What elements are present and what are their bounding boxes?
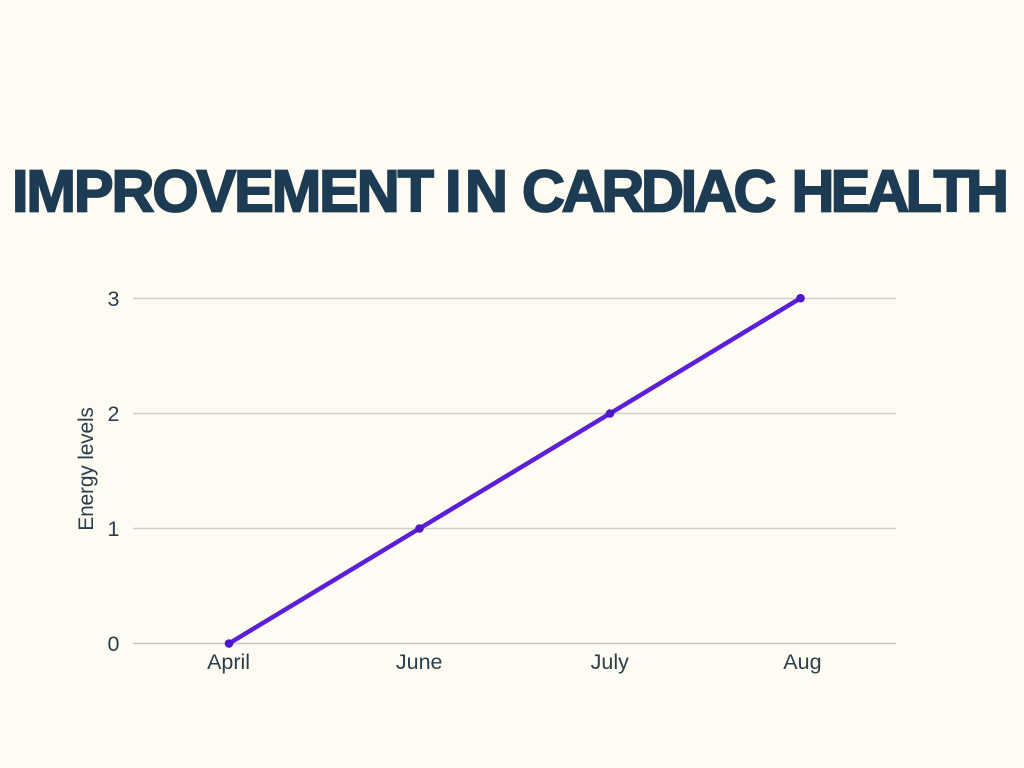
svg-text:Aug: Aug (783, 650, 821, 674)
svg-text:April: April (207, 650, 250, 674)
svg-text:1: 1 (108, 517, 120, 541)
svg-text:Energy levels: Energy levels (75, 407, 98, 530)
svg-text:HEALTH: HEALTH (792, 158, 1010, 225)
svg-text:IMPROVEMENT: IMPROVEMENT (12, 158, 434, 225)
svg-text:0: 0 (108, 632, 120, 656)
svg-text:CARDIAC: CARDIAC (522, 158, 777, 225)
svg-text:3: 3 (108, 287, 120, 311)
svg-text:IN: IN (445, 158, 508, 225)
svg-text:July: July (591, 650, 629, 674)
svg-text:2: 2 (108, 402, 120, 426)
svg-text:June: June (396, 650, 443, 674)
